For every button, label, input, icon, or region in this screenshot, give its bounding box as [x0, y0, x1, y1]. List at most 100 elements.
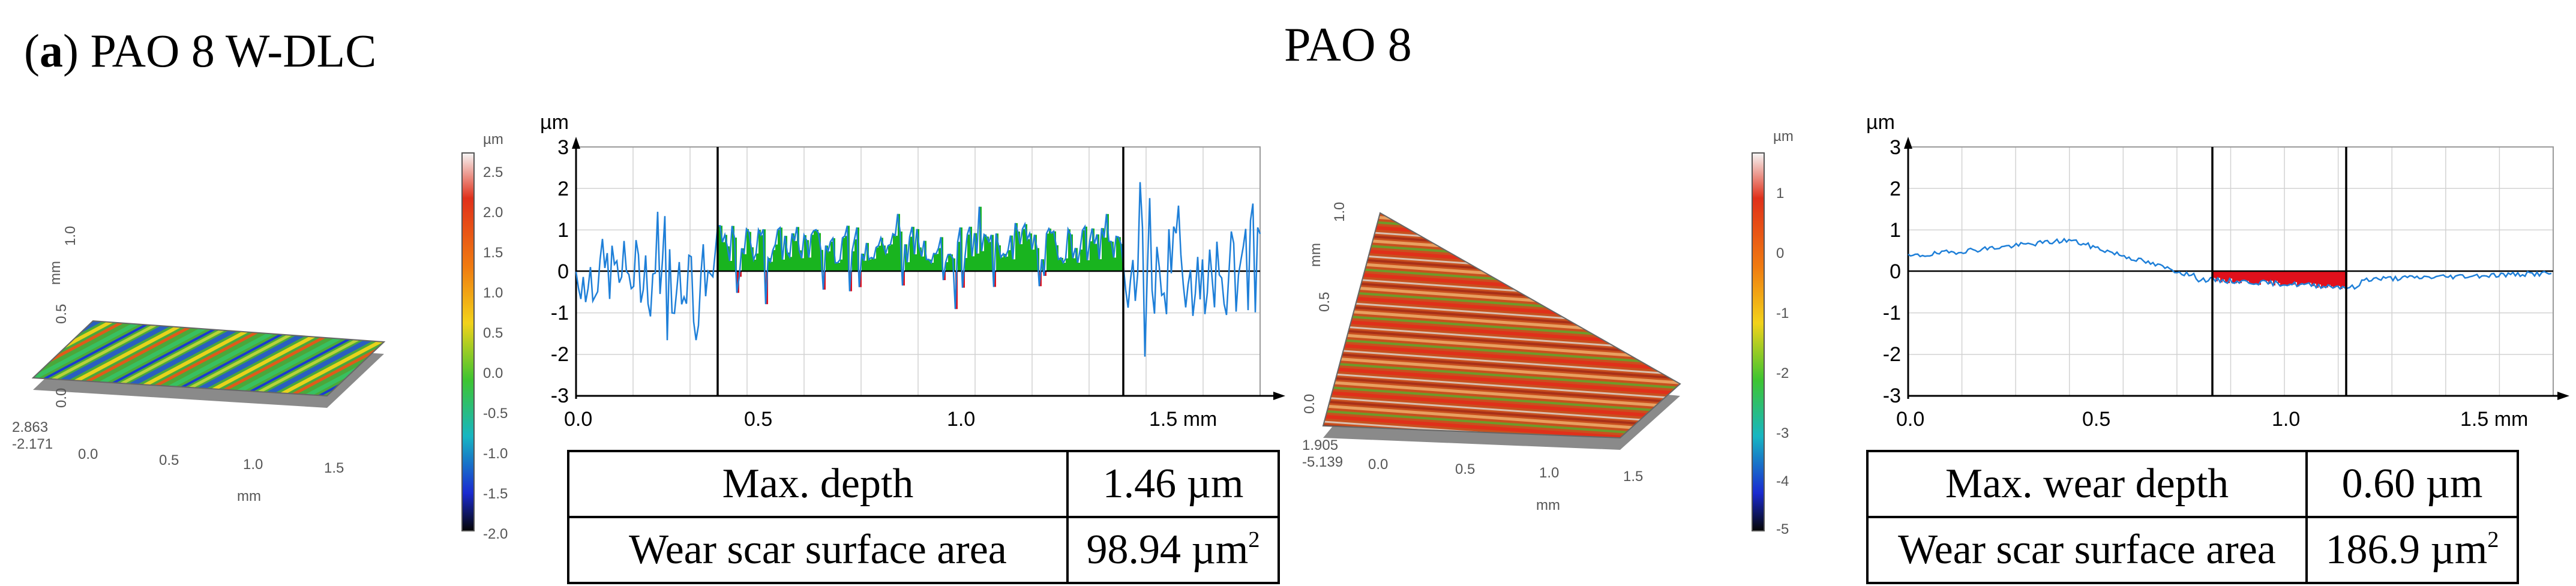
fill-above-bar	[893, 233, 895, 271]
fill-above-bar	[1094, 244, 1097, 271]
y-tick: 3	[557, 136, 569, 159]
fill-above-bar	[1106, 214, 1109, 271]
fill-below-bar	[2314, 271, 2316, 284]
fill-above-bar	[1018, 232, 1020, 271]
fill-above-bar	[830, 241, 833, 271]
fill-above-bar	[977, 253, 979, 271]
colorbar-tick: -2.0	[483, 526, 508, 542]
colorbar-unit: µm	[1773, 128, 1794, 145]
fill-below-bar	[902, 271, 905, 286]
x-tick: 0.0	[1896, 408, 1924, 431]
table-label: Wear scar surface area	[567, 516, 1069, 584]
fill-above-bar	[876, 247, 878, 271]
table-value: 98.94 µm2	[1066, 516, 1280, 584]
fill-above-bar	[797, 227, 799, 271]
fill-above-bar	[1082, 230, 1085, 271]
surface-texture	[1322, 212, 1681, 439]
fill-below-bar	[2227, 271, 2230, 284]
fill-above-bar	[1058, 259, 1061, 271]
x-tick: 1.0	[1539, 465, 1559, 481]
fill-above-bar	[1073, 258, 1075, 271]
fill-above-bar	[934, 253, 936, 271]
table-row: Wear scar surface area 98.94 µm2	[567, 516, 1280, 584]
table-label: Wear scar surface area	[1866, 516, 2308, 584]
fill-above-bar	[787, 253, 790, 271]
fill-above-bar	[871, 257, 874, 271]
table-label: Max. depth	[567, 450, 1069, 518]
y-axis-label: mm	[1308, 243, 1324, 267]
fill-below-bar	[2249, 271, 2251, 284]
fill-above-bar	[1020, 244, 1022, 271]
fill-above-bar	[974, 233, 977, 271]
fill-above-bar	[756, 253, 758, 271]
fill-above-bar	[799, 250, 802, 271]
colorbar-tick: 2.0	[483, 205, 503, 221]
fill-above-bar	[1015, 223, 1018, 271]
fill-above-bar	[984, 234, 986, 271]
left-profile-chart: µm 3 2 1 0 -1 -2 -3 0.0 0.5 1.0 1.5 mm	[516, 102, 1290, 438]
fill-below-bar	[2299, 271, 2302, 286]
fill-below-bar	[2287, 271, 2290, 286]
fill-above-bar	[852, 251, 854, 271]
x-tick: 1.0	[2272, 408, 2300, 431]
fill-below-bar	[2311, 271, 2314, 287]
colorbar-tick: -1	[1776, 305, 1789, 321]
x-tick: 0.0	[1368, 456, 1388, 473]
fill-above-bar	[845, 236, 847, 271]
fill-below-bar	[2335, 271, 2338, 287]
fill-above-bar	[938, 248, 941, 271]
fill-above-bar	[898, 214, 900, 271]
fill-below-bar	[2328, 271, 2331, 285]
fill-above-bar	[967, 235, 970, 271]
fill-above-bar	[785, 236, 787, 271]
colorbar-tick: -3	[1776, 425, 1789, 441]
fill-above-bar	[1109, 241, 1111, 271]
fill-below-bar	[2280, 271, 2283, 286]
fill-above-bar	[720, 226, 722, 271]
fill-below-bar	[2263, 271, 2266, 281]
y-tick: 0	[1890, 260, 1901, 283]
figure-label: (a) PAO 8 W-DLC	[24, 25, 377, 77]
x-tick: 1.0	[243, 456, 263, 473]
fill-below-bar	[2256, 271, 2259, 284]
x-tick: 1.5 mm	[2460, 408, 2528, 431]
fill-above-bar	[770, 262, 773, 271]
colorbar-tick: 1.5	[483, 245, 503, 261]
fill-above-bar	[718, 226, 720, 271]
fill-above-bar	[907, 262, 910, 271]
fill-above-bar	[1032, 250, 1034, 271]
x-tick: 1.0	[947, 408, 975, 431]
fill-below-bar	[2268, 271, 2271, 284]
fill-below-bar	[2230, 271, 2232, 279]
fill-above-bar	[1008, 250, 1010, 271]
fill-above-bar	[874, 259, 876, 271]
fill-below-bar	[2213, 271, 2215, 278]
x-tick: 0.5	[159, 452, 179, 468]
fill-below-bar	[2295, 271, 2297, 283]
fill-above-bar	[751, 247, 754, 271]
fill-above-bar	[790, 257, 792, 271]
fill-above-bar	[826, 245, 828, 271]
x-tick: 1.5	[324, 460, 344, 476]
table-row: Max. wear depth 0.60 µm	[1866, 450, 2519, 518]
surface-texture	[31, 320, 386, 397]
fill-below-bar	[2237, 271, 2239, 281]
fill-below-bar	[2323, 271, 2326, 287]
fill-below-bar	[2232, 271, 2235, 283]
x-axis-arrow	[1273, 392, 1285, 400]
y-tick: 1	[557, 219, 569, 242]
fill-above-bar	[862, 253, 864, 271]
y-tick: 2	[557, 178, 569, 200]
fill-below-bar	[2304, 271, 2307, 285]
chart-fill-regions	[2213, 271, 2347, 289]
fill-above-bar	[948, 254, 950, 271]
x-tick: 0.0	[564, 408, 592, 431]
fill-above-bar	[742, 248, 744, 271]
fill-above-bar	[886, 253, 888, 271]
fill-below-bar	[2307, 271, 2309, 284]
z-bottom-label: -2.171	[12, 436, 53, 452]
figure-title: PAO 8	[1284, 19, 1412, 71]
fill-above-bar	[761, 235, 763, 271]
colorbar-tick: -0.5	[483, 405, 508, 422]
y-tick: 0.5	[1317, 292, 1333, 312]
